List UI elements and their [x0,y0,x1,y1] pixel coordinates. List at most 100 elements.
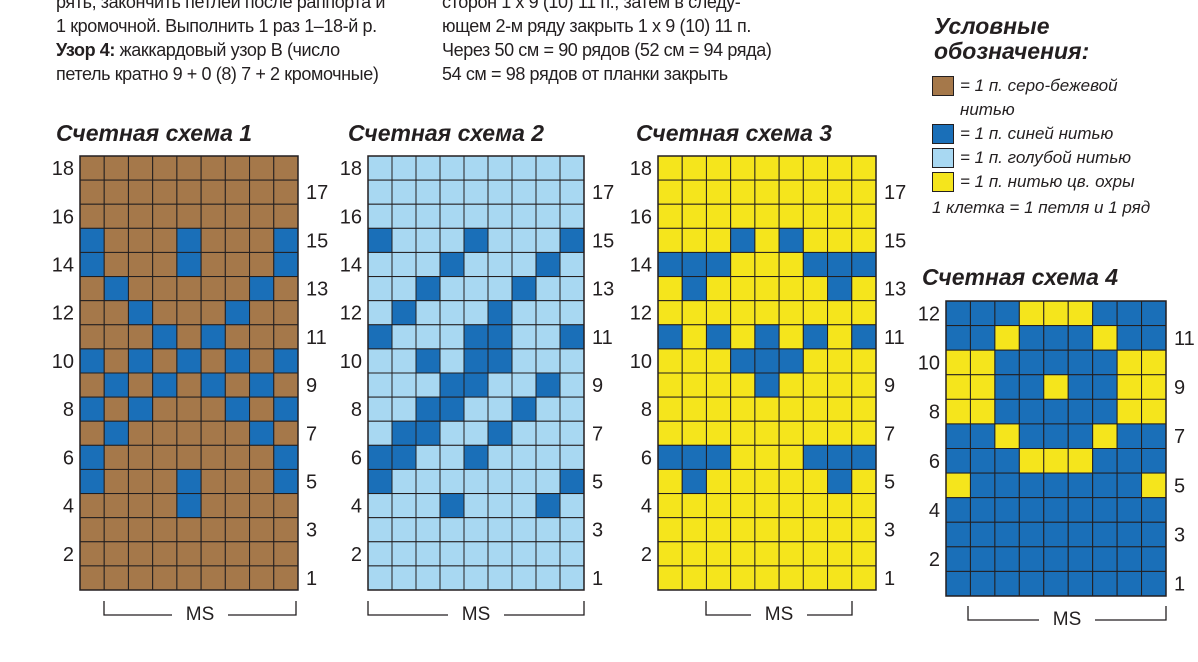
chart-cell [754,541,780,567]
chart-cell [681,372,707,398]
chart-cell [802,300,829,326]
chart-cell [730,300,756,326]
chart-cell [249,300,275,326]
chart-cell [1141,497,1167,523]
chart-cell [200,324,226,350]
chart-cell [152,517,178,543]
chart-cell [224,300,251,326]
chart-cell [176,396,202,422]
row-label-right: 9 [592,375,603,397]
chart-cell [463,179,489,205]
chart-cell [127,203,154,229]
chart-cell [994,448,1020,474]
chart-cell [1092,546,1118,572]
legend-swatch-blue [932,124,954,144]
legend-title: Условные обозначения: [934,14,1089,64]
chart-cell [224,276,251,302]
chart-cell [851,468,877,495]
chart-cell [463,372,489,398]
chart-cell [657,565,683,591]
pattern-label: Узор 4: [56,40,115,60]
chart-cell [273,396,299,422]
chart-cell [754,324,780,350]
repeat-label: MS [765,604,794,625]
chart-cell [681,251,707,278]
chart-cell [1018,374,1045,400]
chart-cell [535,324,561,350]
chart-cell [802,493,829,519]
chart-cell [969,423,996,450]
scheme-3-title: Счетная схема 3 [636,120,833,146]
chart-cell [273,179,299,205]
chart-cell [1092,300,1118,327]
chart-cell [657,541,683,567]
chart-cell [1018,546,1045,572]
row-label-right: 9 [1174,377,1185,399]
chart-cell [1092,374,1118,400]
chart-cell [778,276,804,302]
chart-cell [1141,398,1167,425]
chart-cell [176,276,202,302]
chart-cell [439,541,465,567]
chart-cell [1067,300,1094,327]
chart-cell [559,517,585,543]
scheme-3-chart: 18 16 14 12 10 8 6 4 2 17 15 13 11 9 7 5 3 1 MS [630,155,906,625]
chart-cell [439,251,465,278]
chart-cell [487,444,513,470]
chart-cell [1116,349,1143,376]
row-label-right: 13 [884,279,906,301]
chart-cell [945,570,971,597]
chart-cell [152,251,178,278]
chart-cell [391,565,417,591]
chart-cell [152,276,178,302]
chart-cell [152,444,178,470]
chart-cell [511,179,537,205]
row-label-left: 10 [340,351,362,373]
chart-cell [367,276,393,302]
chart-cell [1043,497,1069,523]
chart-cell [249,276,275,302]
row-label-left: 12 [630,303,652,325]
chart-cell [730,565,756,591]
chart-cell [249,324,275,350]
row-label-right: 3 [592,520,603,542]
chart-cell [439,565,465,591]
chart-cell [969,349,996,376]
chart-cell [1092,521,1118,548]
chart-cell [754,227,780,253]
chart-cell [463,155,489,181]
chart-cell [559,155,585,181]
chart-cell [1018,349,1045,376]
chart-cell [391,251,417,278]
chart-cell [969,374,996,400]
chart-cell [79,517,105,543]
chart-cell [79,300,105,326]
chart-cell [463,493,489,519]
col1-line: рять, закончить петлей после раппорта и [56,0,416,14]
chart-cell [535,420,561,446]
chart-cell [391,493,417,519]
chart-cell [535,541,561,567]
chart-cell [79,155,105,181]
chart-cell [535,372,561,398]
scheme-4-title: Счетная схема 4 [922,264,1119,290]
chart-cell [754,155,780,181]
scheme-2-title: Счетная схема 2 [348,120,545,146]
chart-cell [415,468,441,495]
row-label-left: 4 [929,500,940,522]
chart-cell [535,300,561,326]
chart-cell [802,372,829,398]
chart-cell [79,444,105,470]
chart-cell [802,203,829,229]
chart-cell [103,155,129,181]
chart-cell [681,541,707,567]
row-label-left: 12 [340,303,362,325]
chart-cell [463,300,489,326]
chart-cell [224,420,251,446]
chart-cell [657,179,683,205]
chart-cell [681,396,707,422]
chart-cell [778,203,804,229]
chart-cell [415,493,441,519]
legend-item-beige: = 1 п. серо-бежевой нитью [932,74,1198,122]
col2-line: ющем 2-м ряду закрыть 1 x 9 (10) 11 п. [442,14,802,38]
